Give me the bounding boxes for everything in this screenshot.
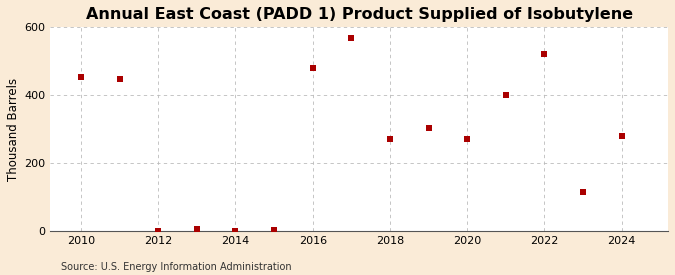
Point — [192, 227, 202, 232]
Point — [230, 228, 241, 233]
Text: Source: U.S. Energy Information Administration: Source: U.S. Energy Information Administ… — [61, 262, 292, 272]
Point — [616, 134, 627, 138]
Y-axis label: Thousand Barrels: Thousand Barrels — [7, 78, 20, 181]
Point — [114, 77, 125, 81]
Point — [539, 52, 550, 57]
Point — [578, 190, 589, 194]
Title: Annual East Coast (PADD 1) Product Supplied of Isobutylene: Annual East Coast (PADD 1) Product Suppl… — [86, 7, 632, 22]
Point — [153, 228, 163, 233]
Point — [269, 228, 279, 232]
Point — [346, 36, 357, 41]
Point — [500, 93, 511, 97]
Point — [385, 137, 396, 141]
Point — [76, 74, 86, 79]
Point — [423, 125, 434, 130]
Point — [462, 137, 472, 142]
Point — [307, 66, 318, 70]
